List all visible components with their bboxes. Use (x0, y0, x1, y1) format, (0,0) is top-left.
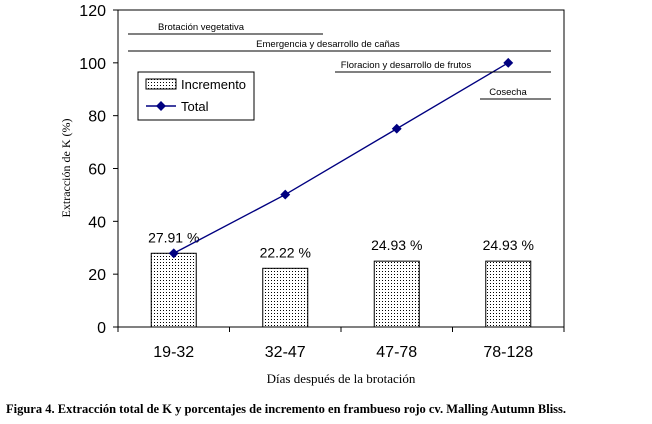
y-tick-label: 120 (79, 3, 106, 20)
phase-label: Emergencia y desarrollo de cañas (256, 39, 400, 50)
bar-data-label: 24.93 % (371, 237, 422, 253)
legend-label-total: Total (181, 99, 209, 114)
figure-caption: Figura 4. Extracción total de K y porcen… (6, 402, 566, 416)
x-tick-label: 78-128 (483, 344, 533, 361)
bar (262, 267, 309, 328)
x-axis: 19-32 32-47 47-78 78-128 (117, 327, 565, 361)
y-tick-label: 40 (88, 214, 106, 231)
total-line (173, 62, 509, 254)
y-tick-label: 100 (79, 56, 106, 73)
bar-data-label: 27.91 % (148, 229, 199, 245)
x-axis-label: Días después de la brotación (267, 371, 416, 386)
legend-label-incremento: Incremento (181, 77, 246, 92)
bar-series (150, 252, 532, 328)
total-point (391, 123, 402, 134)
x-tick-label: 47-78 (376, 344, 417, 361)
legend-marker-total (156, 101, 166, 111)
total-point (503, 57, 514, 68)
bar-data-label: 24.93 % (483, 237, 534, 253)
bar-data-label: 22.22 % (260, 244, 311, 260)
bar (150, 252, 197, 328)
bar (373, 260, 420, 328)
y-tick-label: 60 (88, 162, 106, 179)
phase-annotations: Brotación vegetativa Emergencia y desarro… (128, 22, 551, 100)
y-axis-label: Extracción de K (%) (59, 119, 73, 218)
legend-swatch-incremento (145, 78, 177, 90)
x-tick-label: 32-47 (265, 344, 306, 361)
total-point (280, 189, 291, 200)
x-tick-label: 19-32 (153, 344, 194, 361)
phase-label: Floracion y desarrollo de frutos (341, 60, 472, 71)
phase-label: Cosecha (489, 87, 527, 98)
bar-labels: 27.91 % 22.22 % 24.93 % 24.93 % (148, 229, 534, 260)
y-tick-label: 20 (88, 267, 106, 284)
y-axis: 0 20 40 60 80 100 120 (79, 3, 118, 337)
y-tick-label: 0 (97, 320, 106, 337)
phase-label: Brotación vegetativa (158, 22, 245, 33)
y-tick-label: 80 (88, 109, 106, 126)
bar (485, 260, 532, 328)
legend: Incremento Total (137, 71, 255, 121)
total-point (168, 248, 179, 259)
